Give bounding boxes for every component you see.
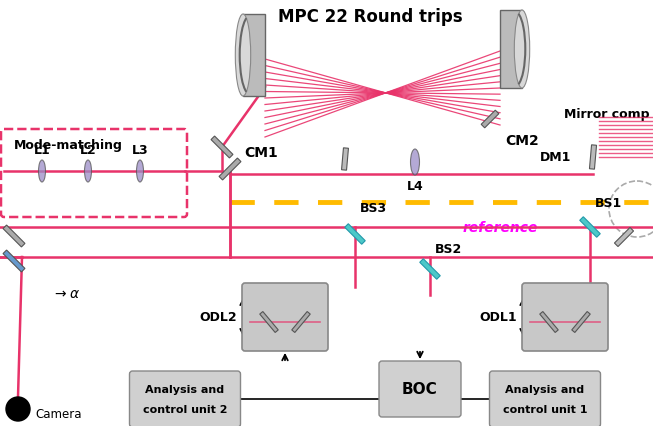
Text: L1: L1 xyxy=(33,144,50,157)
Polygon shape xyxy=(614,228,633,247)
Polygon shape xyxy=(345,224,365,245)
Polygon shape xyxy=(211,137,233,158)
Text: BOC: BOC xyxy=(402,382,438,397)
Polygon shape xyxy=(260,312,278,333)
Polygon shape xyxy=(500,11,522,89)
Ellipse shape xyxy=(411,150,419,176)
FancyBboxPatch shape xyxy=(379,361,461,417)
Text: control unit 2: control unit 2 xyxy=(143,404,227,414)
Text: BS3: BS3 xyxy=(360,201,387,215)
Text: reference: reference xyxy=(462,221,537,234)
Polygon shape xyxy=(243,15,265,97)
Text: BS1: BS1 xyxy=(595,196,622,210)
FancyBboxPatch shape xyxy=(490,371,601,426)
Text: L2: L2 xyxy=(80,144,97,157)
Ellipse shape xyxy=(84,161,91,183)
FancyBboxPatch shape xyxy=(242,283,328,351)
Text: ODL2: ODL2 xyxy=(199,311,237,324)
Polygon shape xyxy=(420,259,440,279)
Ellipse shape xyxy=(235,15,251,97)
Polygon shape xyxy=(590,146,597,170)
Ellipse shape xyxy=(39,161,46,183)
Text: control unit 1: control unit 1 xyxy=(503,404,587,414)
Polygon shape xyxy=(580,217,600,238)
Polygon shape xyxy=(540,312,558,333)
Text: $\rightarrow\alpha$: $\rightarrow\alpha$ xyxy=(52,286,80,300)
Polygon shape xyxy=(342,149,349,171)
Text: BS2: BS2 xyxy=(435,242,462,256)
Text: Mirror comp: Mirror comp xyxy=(564,108,650,121)
Polygon shape xyxy=(3,225,25,248)
Text: Analysis and: Analysis and xyxy=(146,384,225,394)
Text: Camera: Camera xyxy=(35,408,82,420)
Ellipse shape xyxy=(136,161,144,183)
Polygon shape xyxy=(292,312,310,333)
Polygon shape xyxy=(219,158,241,181)
Polygon shape xyxy=(3,250,25,272)
Polygon shape xyxy=(481,111,499,129)
Text: L4: L4 xyxy=(407,180,423,193)
Polygon shape xyxy=(572,312,590,333)
Text: Analysis and: Analysis and xyxy=(505,384,584,394)
Text: MPC 22 Round trips: MPC 22 Round trips xyxy=(278,8,462,26)
Ellipse shape xyxy=(515,11,530,89)
Text: CM1: CM1 xyxy=(244,146,278,160)
Text: L3: L3 xyxy=(132,144,148,157)
Circle shape xyxy=(6,397,30,421)
FancyBboxPatch shape xyxy=(129,371,240,426)
Text: ODL1: ODL1 xyxy=(479,311,517,324)
Text: Mode-matching: Mode-matching xyxy=(14,139,123,152)
Text: DM1: DM1 xyxy=(539,151,571,164)
Text: CM2: CM2 xyxy=(505,134,539,148)
FancyBboxPatch shape xyxy=(522,283,608,351)
